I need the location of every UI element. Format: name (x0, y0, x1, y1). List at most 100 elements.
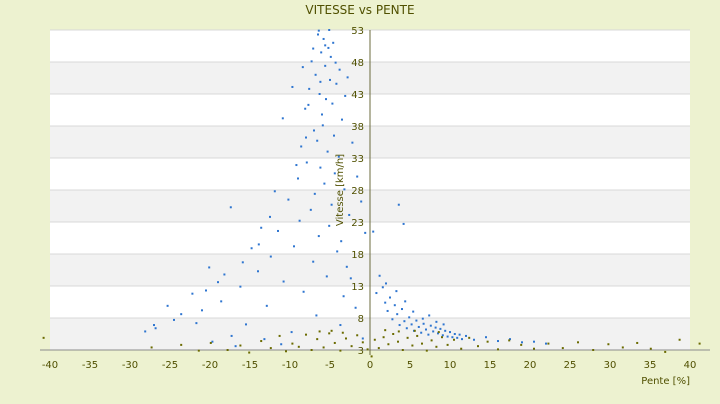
data-point (411, 344, 414, 347)
data-point (209, 341, 212, 344)
x-tick-label: 0 (367, 360, 373, 371)
data-point (269, 347, 272, 350)
data-point (339, 349, 342, 352)
data-point (349, 277, 352, 280)
data-point (310, 349, 313, 351)
data-point (391, 318, 394, 321)
data-point (451, 336, 454, 339)
data-point (305, 161, 308, 164)
data-point (649, 347, 652, 350)
x-tick-label: -35 (82, 360, 98, 371)
data-point (430, 339, 433, 342)
data-point (348, 213, 351, 216)
data-point (324, 44, 327, 47)
data-point (366, 348, 369, 351)
data-point (321, 113, 323, 116)
data-point (314, 73, 317, 76)
data-point (319, 80, 322, 83)
data-point (317, 33, 319, 36)
data-point (406, 336, 409, 339)
data-point (313, 192, 316, 195)
data-point (291, 85, 294, 88)
data-point (446, 343, 449, 346)
data-point (291, 342, 294, 345)
data-point (432, 330, 435, 333)
x-tick-label: -5 (325, 360, 335, 371)
data-point (329, 55, 332, 58)
data-point (326, 150, 329, 153)
y-tick-label: 13 (351, 282, 364, 293)
data-point (354, 306, 357, 309)
data-point (453, 333, 456, 335)
data-point (434, 326, 437, 329)
data-point (497, 348, 499, 351)
data-point (364, 231, 367, 234)
data-point (250, 247, 253, 250)
data-point (441, 334, 444, 337)
data-point (345, 337, 347, 340)
data-point (533, 340, 535, 343)
data-point (332, 41, 335, 44)
data-point (318, 330, 321, 333)
data-point (477, 345, 479, 348)
data-point (328, 224, 331, 227)
data-point (309, 208, 312, 211)
data-point (444, 329, 447, 332)
data-point (413, 329, 416, 332)
data-point (385, 282, 387, 285)
data-point (392, 333, 395, 335)
data-point (420, 331, 423, 334)
data-point (456, 336, 459, 339)
data-point (298, 219, 301, 222)
data-point (333, 172, 336, 175)
data-point (561, 347, 564, 350)
data-point (239, 285, 242, 288)
data-point (312, 260, 315, 263)
data-point (437, 332, 439, 335)
x-tick-label: -40 (42, 360, 58, 371)
data-point (375, 292, 378, 295)
data-point (547, 342, 550, 345)
data-point (173, 318, 175, 321)
y-tick-label: 23 (351, 218, 364, 229)
y-tick-label: 53 (351, 26, 364, 37)
data-point (285, 350, 287, 353)
data-point (370, 355, 373, 358)
data-point (295, 164, 298, 167)
data-point (300, 145, 303, 148)
data-point (201, 309, 203, 312)
data-point (337, 155, 340, 158)
data-point (485, 336, 487, 339)
data-point (346, 76, 349, 79)
data-point (435, 320, 438, 323)
data-point (361, 337, 364, 340)
x-tick-label: -10 (282, 360, 298, 371)
data-point (154, 327, 157, 330)
data-point (545, 342, 547, 345)
y-tick-label: 33 (351, 154, 364, 165)
data-point (338, 68, 341, 71)
data-point (468, 336, 471, 339)
data-point (241, 261, 244, 264)
y-tick-label: 3 (358, 346, 364, 357)
data-point (320, 51, 323, 54)
y-tick-label: 28 (351, 186, 364, 197)
data-point (395, 290, 398, 293)
data-point (533, 347, 535, 350)
data-point (398, 324, 401, 327)
data-point (293, 245, 295, 248)
data-point (453, 338, 455, 341)
data-point (325, 275, 328, 278)
data-point (397, 340, 399, 343)
data-point (278, 334, 281, 337)
x-axis-title: Pente [%] (641, 376, 690, 387)
data-point (396, 313, 399, 316)
data-point (282, 280, 285, 283)
data-point (343, 188, 346, 191)
data-point (180, 313, 183, 316)
x-tick-label: 15 (484, 360, 497, 371)
data-point (439, 327, 442, 330)
data-point (316, 139, 319, 142)
data-point (397, 203, 400, 206)
data-point (307, 103, 310, 106)
